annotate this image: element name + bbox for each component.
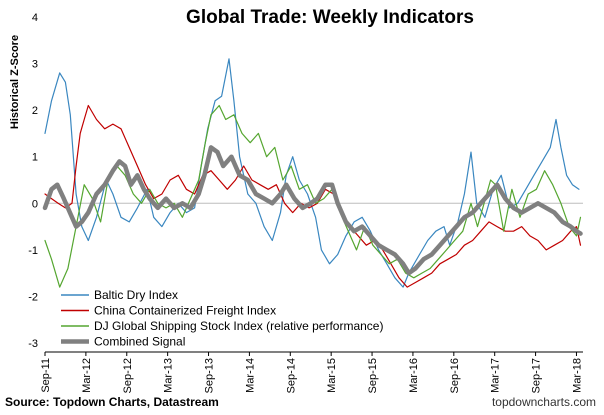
legend-label: China Containerized Freight Index: [94, 304, 276, 318]
x-tick-label: Mar-15: [326, 358, 338, 393]
source-note: Source: Topdown Charts, Datastream: [5, 395, 219, 409]
x-tick-label: Mar-13: [163, 358, 175, 393]
x-tick-label: Sep-16: [449, 358, 461, 393]
x-tick-label: Sep-15: [367, 358, 379, 393]
y-tick-label: -3: [28, 338, 38, 350]
x-tick-label: Sep-11: [40, 358, 52, 393]
x-axis: Sep-11 Mar-12 Sep-12 Mar-13 Sep-13 Mar-14 Sep-…: [40, 351, 583, 393]
legend: Baltic Dry Index China Containerized Frei…: [61, 288, 383, 349]
x-tick-label: Sep-12: [122, 358, 134, 393]
series-line: [42, 145, 583, 276]
legend-label: Baltic Dry Index: [94, 288, 178, 302]
y-tick-label: 1: [32, 152, 38, 164]
series-line: [44, 104, 582, 288]
brand-url: topdowncharts.com: [492, 395, 596, 409]
chart-title: Global Trade: Weekly Indicators: [186, 7, 474, 28]
y-tick-label: -1: [28, 245, 38, 257]
x-tick-label: Mar-14: [244, 358, 256, 393]
series-layer: [42, 58, 583, 288]
y-tick-label: -2: [28, 291, 38, 303]
y-axis-ticks: -3 -2 -1 0 1 2 3 4: [28, 12, 38, 350]
legend-label: DJ Global Shipping Stock Index (relative…: [94, 319, 383, 333]
x-tick-label: Sep-14: [285, 358, 297, 393]
y-tick-label: 2: [32, 105, 38, 117]
x-tick-label: Mar-12: [81, 358, 93, 393]
y-tick-label: 4: [32, 12, 38, 24]
x-tick-label: Mar-17: [490, 358, 502, 393]
y-tick-label: 0: [32, 198, 38, 210]
legend-label: Combined Signal: [94, 335, 185, 349]
y-tick-label: 3: [32, 59, 38, 71]
x-tick-label: Sep-17: [531, 358, 543, 393]
x-tick-label: Mar-16: [408, 358, 420, 393]
y-axis-label: Historical Z-Score: [9, 35, 21, 129]
x-tick-label: Mar-18: [571, 358, 583, 393]
x-tick-label: Sep-13: [204, 358, 216, 393]
